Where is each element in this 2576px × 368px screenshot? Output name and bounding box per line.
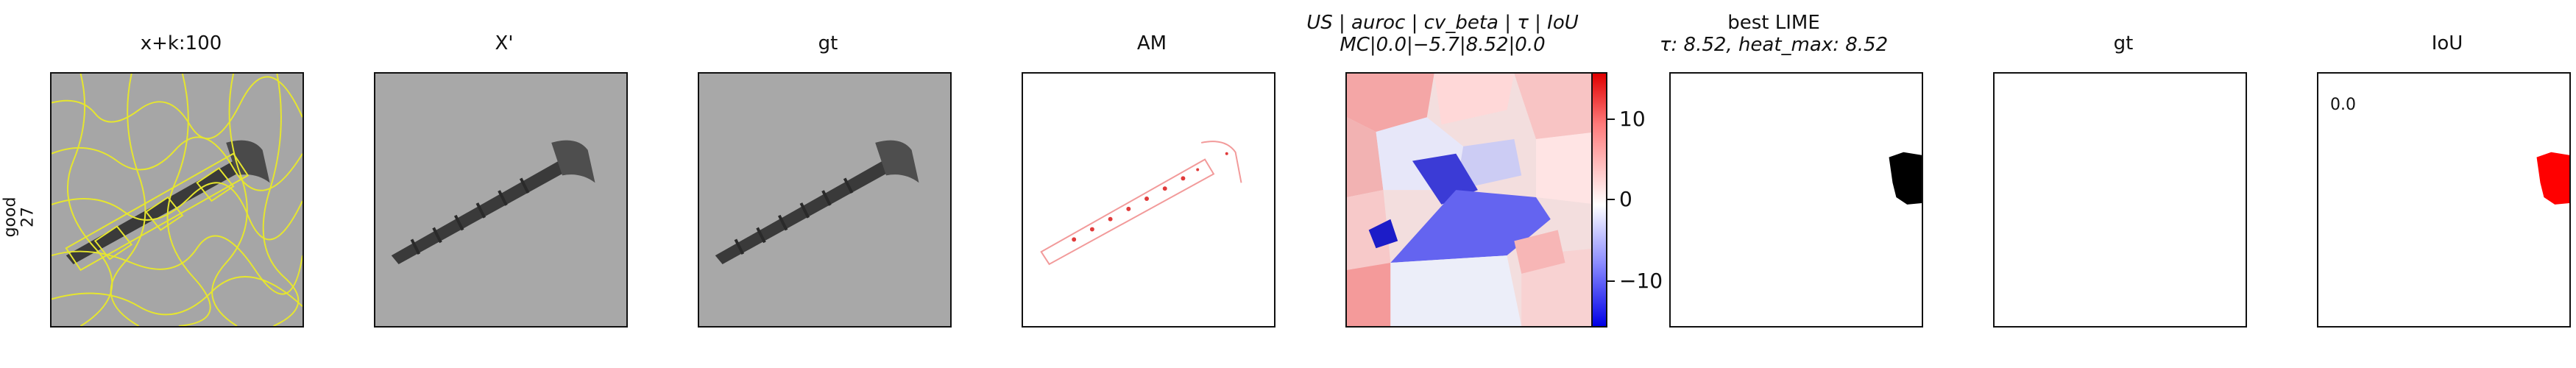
panel-input-image xyxy=(50,72,304,328)
colorbar xyxy=(1591,72,1607,328)
panel-gt-mask xyxy=(1993,72,2247,328)
colorbar-label-mid: 0 xyxy=(1619,187,1632,211)
iou-value: 0.0 xyxy=(2330,96,2356,114)
panel-iou: 0.0 xyxy=(2317,72,2571,328)
panel-title-reconstruction: X' xyxy=(495,32,514,54)
lime-mask-svg xyxy=(1671,74,1922,326)
iou-svg xyxy=(2318,74,2569,326)
reconstruction-svg xyxy=(375,74,626,326)
panel-gt-image xyxy=(698,72,952,328)
panel-title-lime-line2: τ: 8.52, heat_max: 8.52 xyxy=(1659,34,1889,56)
panel-title-lime-line1: best LIME xyxy=(1727,12,1820,34)
row-label-line2: 27 xyxy=(18,207,38,228)
us-heatmap-svg xyxy=(1347,74,1598,326)
panel-am-map xyxy=(1022,72,1275,328)
panel-lime-mask xyxy=(1669,72,1923,328)
row-label-line1: good xyxy=(1,197,20,238)
panel-title-gt2: gt xyxy=(2113,32,2134,54)
panel-us-heatmap xyxy=(1345,72,1599,328)
colorbar-label-bottom: −10 xyxy=(1619,269,1663,293)
panel-title-us-line2: MC|0.0|−5.7|8.52|0.0 xyxy=(1340,34,1546,56)
panel-title-us: US | auroc | cv_beta | τ | IoU MC|0.0|−5… xyxy=(1270,12,1616,56)
row-label: good 27 xyxy=(1,184,37,250)
iou-mask-region xyxy=(2536,152,2569,205)
row-label-text: good 27 xyxy=(1,197,37,238)
panel-title-input: x+k:100 xyxy=(140,32,222,54)
gt-image-svg xyxy=(699,74,950,326)
panel-title-iou: IoU xyxy=(2431,32,2463,54)
am-map-svg xyxy=(1023,74,1274,326)
lime-mask-region xyxy=(1889,152,1922,205)
colorbar-tick-top xyxy=(1607,118,1615,120)
panel-title-us-line1: US | auroc | cv_beta | τ | IoU xyxy=(1306,12,1579,34)
panel-title-lime: best LIME τ: 8.52, heat_max: 8.52 xyxy=(1641,12,1906,56)
colorbar-tick-bottom xyxy=(1607,280,1615,282)
superpixel-boundaries xyxy=(52,74,302,326)
panel-title-gt: gt xyxy=(818,32,838,54)
panel-reconstruction-image xyxy=(374,72,628,328)
input-image-svg xyxy=(52,74,302,326)
colorbar-tick-mid xyxy=(1607,199,1615,200)
gt-mask-svg xyxy=(1995,74,2246,326)
panel-title-am: AM xyxy=(1136,32,1167,54)
colorbar-label-top: 10 xyxy=(1619,107,1646,131)
screw-shape xyxy=(66,140,270,264)
